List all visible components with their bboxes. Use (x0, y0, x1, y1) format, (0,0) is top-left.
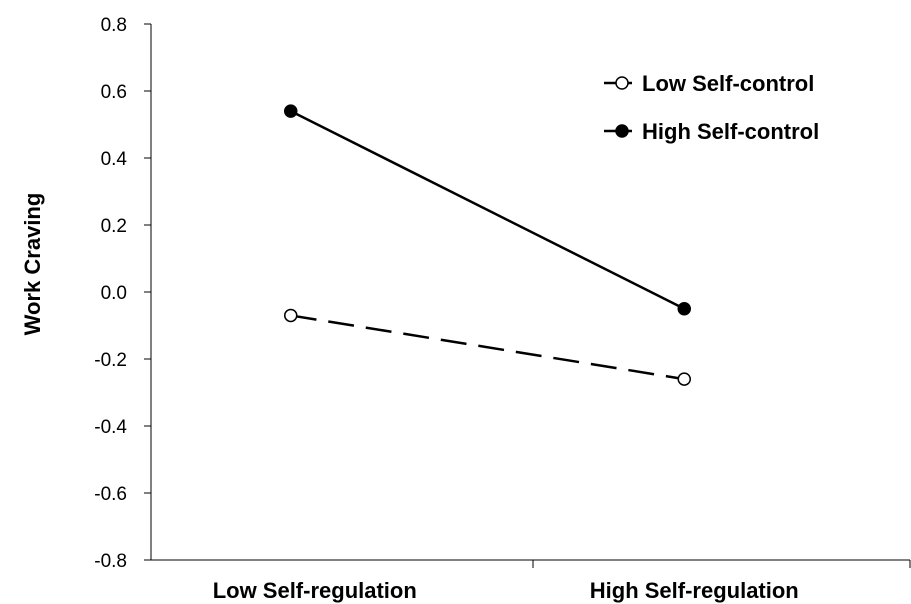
legend: Low Self-control High Self-control (604, 71, 819, 144)
y-tick-label: -0.6 (94, 484, 127, 505)
legend-item-high-self-control: High Self-control (604, 119, 819, 144)
y-tick-label: 0.6 (101, 82, 127, 103)
legend-marker-swatch (615, 76, 629, 90)
y-tick-label: -0.8 (94, 551, 127, 572)
y-tick-label: 0.0 (101, 283, 127, 304)
legend-item-low-self-control: Low Self-control (604, 71, 814, 96)
y-axis-title: Work Craving (20, 193, 45, 336)
x-tick-labels: Low Self-regulation High Self-regulation (213, 578, 799, 603)
x-category-label: High Self-regulation (590, 578, 799, 603)
y-tick-label: -0.4 (94, 417, 127, 438)
y-ticks: 0.8 0.6 0.4 0.2 0.0 -0.2 -0.4 -0.6 -0.8 (94, 15, 151, 572)
y-tick-label: 0.2 (101, 216, 127, 237)
axes (150, 24, 911, 568)
series-line-low-self-control (290, 314, 685, 381)
legend-label: Low Self-control (642, 71, 814, 96)
legend-marker-swatch (615, 124, 629, 138)
legend-label: High Self-control (642, 119, 819, 144)
data-point-low-self-control (284, 308, 298, 323)
data-point-high-self-control (677, 302, 691, 316)
y-tick-label: 0.8 (101, 15, 127, 36)
y-tick-label: -0.2 (94, 350, 127, 371)
series (284, 104, 691, 386)
x-category-label: Low Self-regulation (213, 578, 417, 603)
data-point-high-self-control (284, 104, 298, 118)
series-line-high-self-control (290, 109, 685, 310)
data-point-low-self-control (677, 372, 691, 386)
y-tick-label: 0.4 (101, 149, 128, 170)
